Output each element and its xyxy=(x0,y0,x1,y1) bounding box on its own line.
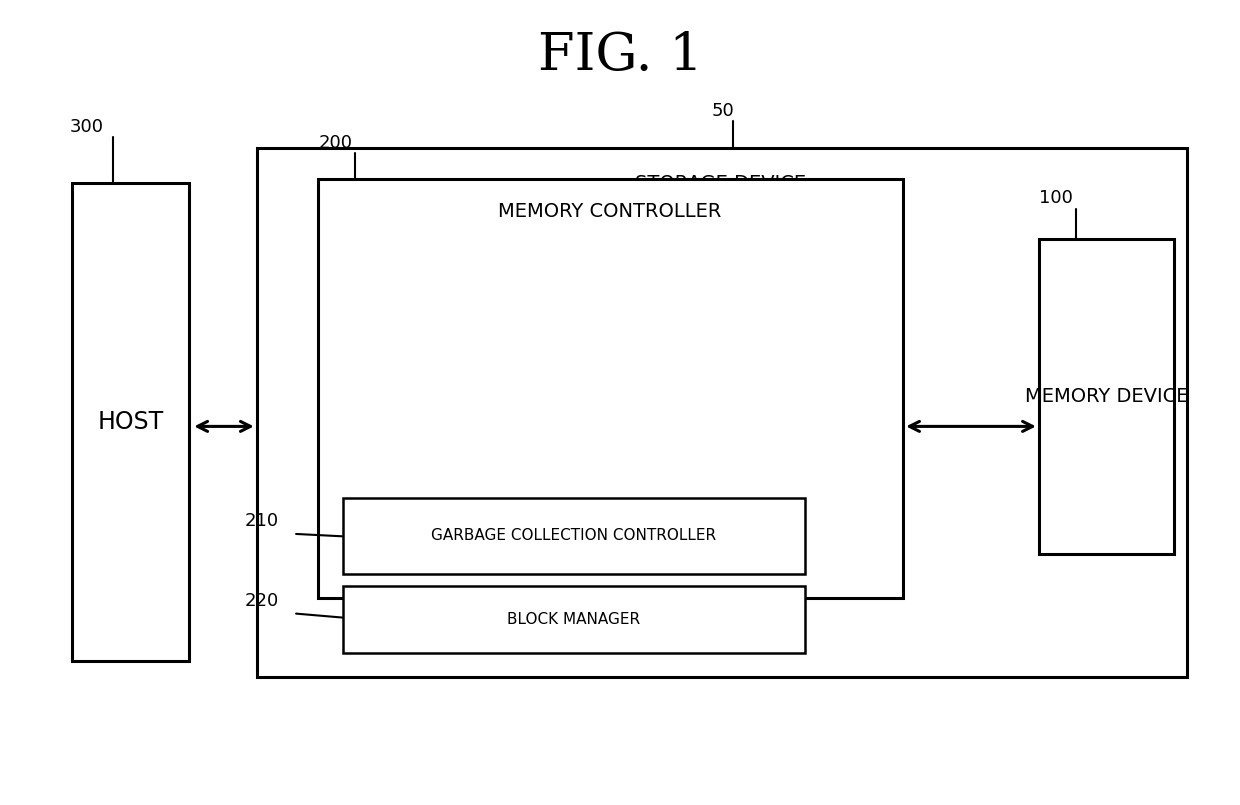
Text: 300: 300 xyxy=(69,118,103,135)
Bar xyxy=(72,184,188,662)
Text: BLOCK MANAGER: BLOCK MANAGER xyxy=(507,612,640,627)
Text: 50: 50 xyxy=(712,101,734,120)
Bar xyxy=(257,147,1187,677)
Text: MEMORY DEVICE: MEMORY DEVICE xyxy=(1024,387,1188,406)
Bar xyxy=(343,586,805,654)
Bar xyxy=(319,180,903,597)
Bar xyxy=(343,498,805,574)
Text: 210: 210 xyxy=(244,512,279,530)
Text: GARBAGE COLLECTION CONTROLLER: GARBAGE COLLECTION CONTROLLER xyxy=(432,528,717,543)
Text: FIG. 1: FIG. 1 xyxy=(538,31,702,81)
Bar xyxy=(1039,239,1174,554)
Text: 100: 100 xyxy=(1039,189,1073,208)
Text: STORAGE DEVICE: STORAGE DEVICE xyxy=(635,174,806,193)
Text: 220: 220 xyxy=(244,592,279,609)
Text: MEMORY CONTROLLER: MEMORY CONTROLLER xyxy=(498,202,722,221)
Text: HOST: HOST xyxy=(97,411,164,435)
Text: 200: 200 xyxy=(319,134,352,151)
